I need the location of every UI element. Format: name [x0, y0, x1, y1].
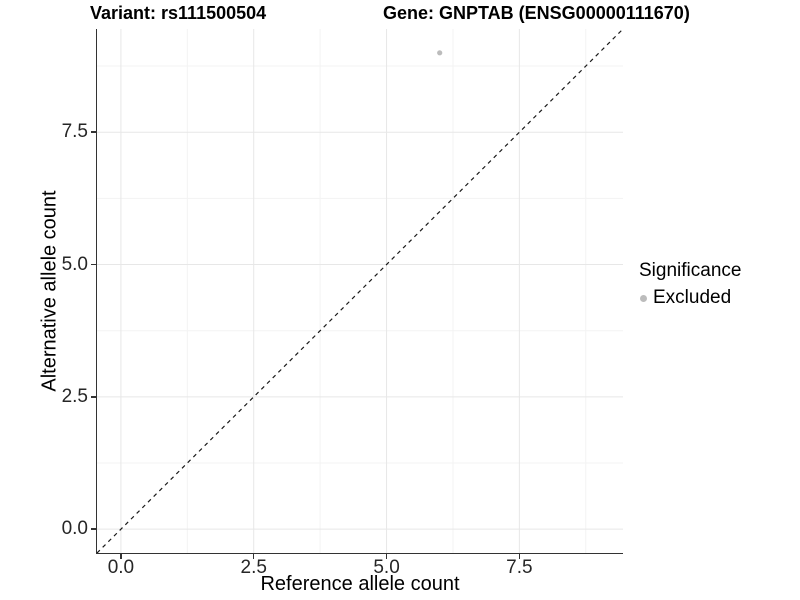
legend-item: Excluded — [639, 287, 741, 309]
y-tick-mark — [90, 528, 96, 530]
y-tick-mark — [90, 396, 96, 398]
y-tick-mark — [90, 263, 96, 266]
legend-items: Excluded — [639, 287, 741, 309]
x-tick-label: 7.5 — [506, 557, 533, 578]
x-axis-title: Reference allele count — [260, 573, 460, 595]
x-tick-mark — [252, 554, 255, 559]
legend: Significance Excluded — [639, 260, 741, 309]
data-point — [436, 50, 442, 56]
x-tick-label: 5.0 — [373, 557, 400, 578]
plot-title-variant: Variant: rs111500504 — [90, 3, 267, 23]
x-tick-label: 0.0 — [107, 557, 135, 578]
y-tick-label: 5.0 — [61, 253, 88, 275]
x-tick-mark — [518, 554, 521, 559]
legend-item-label: Excluded — [653, 287, 732, 308]
identity-reference-line — [96, 29, 623, 553]
plot-title-gene: Gene: GNPTAB (ENSG00000111670) — [383, 3, 690, 23]
y-tick-label: 2.5 — [61, 385, 88, 407]
y-tick-mark — [90, 131, 96, 133]
plot-area — [96, 29, 623, 553]
x-tick-label: 2.5 — [240, 557, 267, 578]
y-tick-label: 7.5 — [61, 121, 88, 143]
y-axis-title: Alternative allele count — [38, 190, 61, 392]
x-tick-mark — [385, 554, 388, 559]
legend-key-dot-icon — [640, 294, 647, 302]
legend-title: Significance — [639, 260, 742, 281]
y-tick-label: 0.0 — [61, 518, 88, 540]
plot-panel — [95, 29, 623, 554]
x-tick-mark — [120, 554, 122, 559]
